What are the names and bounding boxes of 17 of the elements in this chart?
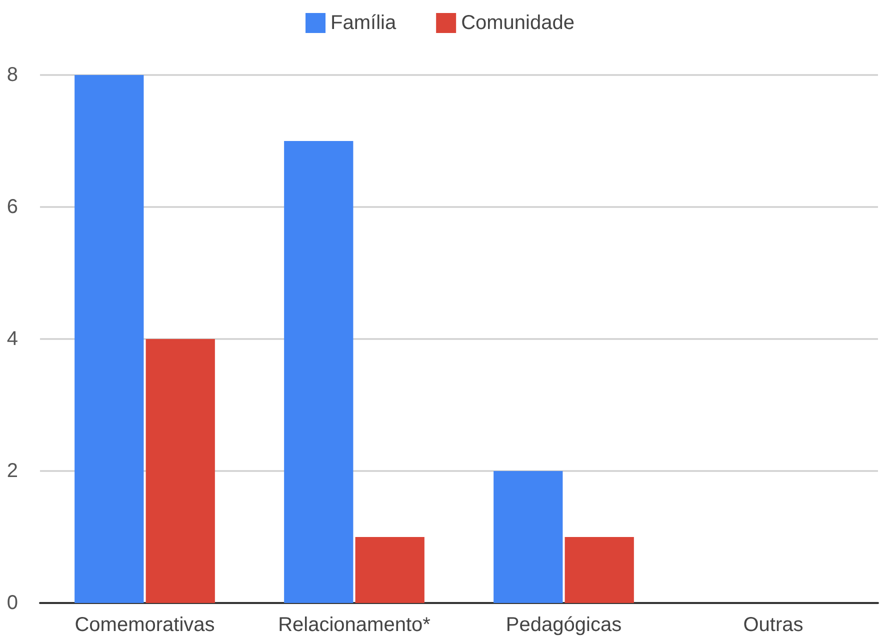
- y-tick-label: 0: [6, 592, 18, 614]
- x-tick-label: Pedagógicas: [506, 614, 622, 636]
- bar: [355, 537, 424, 603]
- y-tick-label: 4: [6, 328, 18, 350]
- x-tick-label: Comemorativas: [74, 614, 215, 636]
- y-tick-label: 8: [6, 64, 18, 86]
- x-tick-label: Outras: [743, 614, 804, 636]
- y-tick-label: 6: [6, 196, 18, 218]
- bar: [284, 141, 354, 603]
- bar: [494, 471, 563, 603]
- legend-label: Comunidade: [461, 12, 574, 34]
- x-tick-label: Relacionamento*: [278, 614, 431, 636]
- bar: [564, 537, 634, 603]
- legend-label: Família: [330, 12, 397, 34]
- bar: [146, 339, 215, 603]
- bar: [74, 75, 144, 603]
- y-tick-label: 2: [6, 460, 18, 482]
